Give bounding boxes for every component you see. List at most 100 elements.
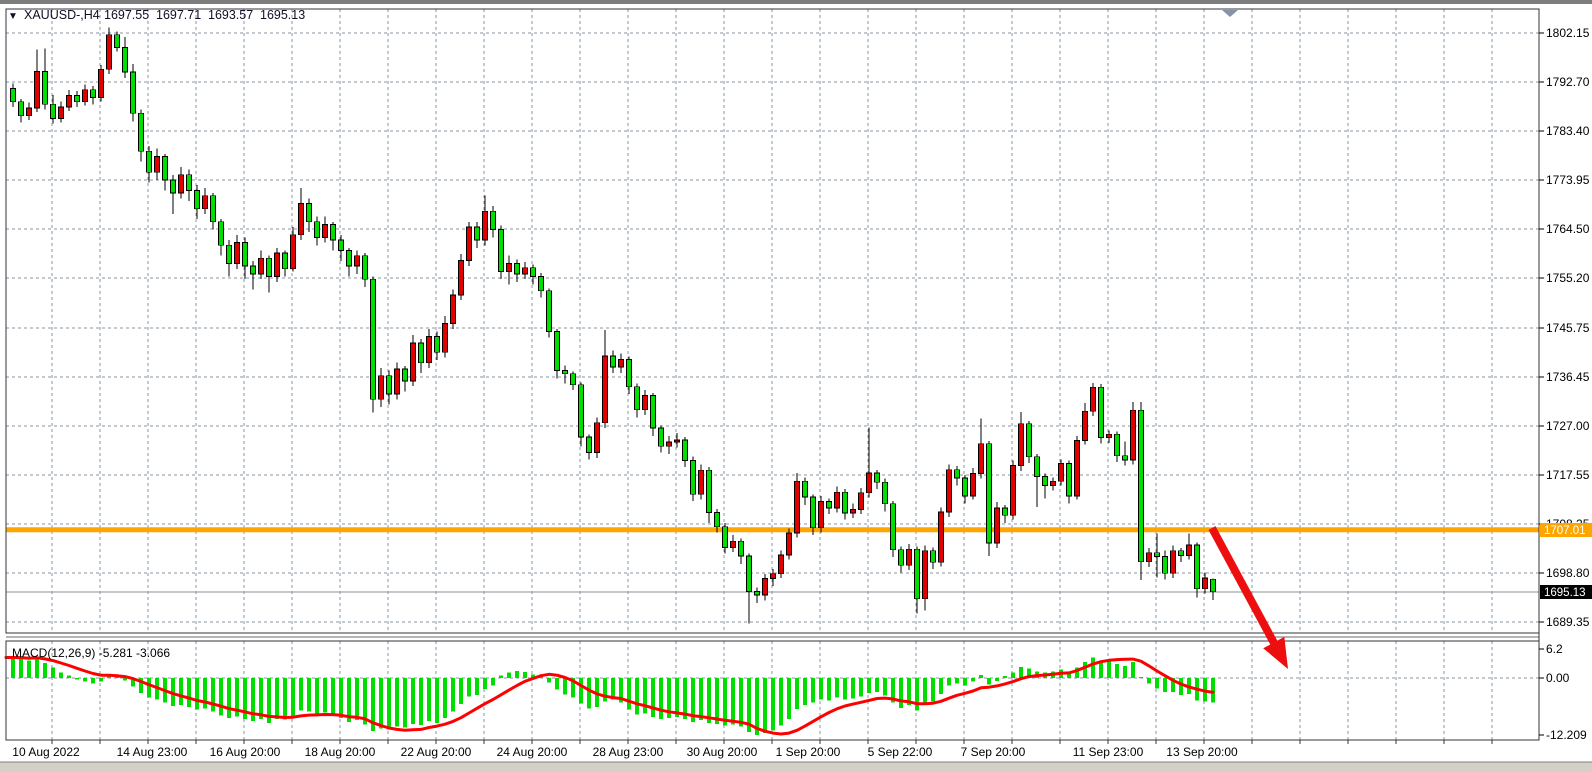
macd-indicator-label: MACD(12,26,9) -5.281 -3.066 [12, 646, 170, 660]
candle-down [562, 370, 568, 375]
price-axis-label: 1727.00 [1546, 419, 1590, 433]
candle-up [178, 174, 184, 194]
candle-down [210, 195, 216, 223]
candle-down [218, 221, 224, 246]
candle-down [626, 359, 632, 388]
candle-up [290, 234, 296, 270]
trend-arrow-annotation[interactable] [1208, 526, 1288, 669]
macd-histogram-bar [475, 678, 479, 695]
macd-histogram-bar [923, 678, 927, 705]
candle-up [922, 550, 928, 600]
macd-histogram-bar [667, 678, 671, 719]
candle-down [10, 88, 16, 103]
macd-histogram-bar [507, 672, 511, 678]
macd-histogram-bar [907, 678, 911, 706]
macd-histogram-bar [131, 678, 135, 687]
macd-histogram-bar [331, 678, 335, 716]
macd-histogram-bar [379, 678, 383, 729]
macd-histogram-bar [363, 678, 367, 725]
collapse-triangle-icon[interactable]: ▼ [8, 11, 18, 22]
candle-down [50, 103, 56, 119]
macd-histogram-bar [899, 678, 903, 708]
macd-histogram-bar [139, 678, 143, 693]
macd-histogram-bar [995, 678, 999, 681]
candle-up [410, 342, 416, 382]
time-axis-label: 10 Aug 2022 [12, 745, 80, 759]
chart-shift-marker-icon[interactable] [1222, 10, 1238, 17]
macd-histogram-bar [427, 678, 431, 721]
candle-down [706, 469, 712, 514]
price-axis[interactable]: 1802.15 1792.70 1783.40 1773.95 1764.50 1755.… [1539, 26, 1590, 742]
macd-histogram-bar [115, 677, 119, 679]
macd-histogram-bar [515, 670, 519, 678]
candle-down [538, 276, 544, 292]
candle-down [226, 244, 232, 264]
candle-up [786, 532, 792, 556]
candle-down [890, 503, 896, 551]
macd-histogram-bar [1099, 660, 1103, 678]
candle-down [170, 179, 176, 194]
candle-up [794, 480, 800, 534]
candle-down [658, 427, 664, 447]
candle-down [1098, 386, 1104, 438]
macd-histogram-bar [323, 678, 327, 713]
macd-histogram-bar [275, 678, 279, 720]
time-axis-label: 11 Sep 23:00 [1073, 745, 1144, 759]
candle-up [618, 359, 624, 368]
candle-up [834, 491, 840, 509]
macd-histogram-bar [715, 678, 719, 724]
candle-up [1202, 577, 1208, 590]
macd-histogram-bar [1155, 678, 1159, 689]
macd-histogram-bar [531, 674, 535, 678]
candle-down [578, 384, 584, 438]
time-axis-label: 14 Aug 23:00 [117, 745, 188, 759]
candle-up [1082, 410, 1088, 441]
macd-histogram-bar [451, 678, 455, 712]
macd-histogram-bar [211, 678, 215, 712]
candle-up [1130, 409, 1136, 461]
candle-up [1010, 465, 1016, 516]
time-axis[interactable]: 10 Aug 2022 14 Aug 23:00 16 Aug 20:00 18 Au… [12, 745, 1238, 759]
candle-down [114, 34, 120, 48]
candle-down [1002, 507, 1008, 516]
macd-histogram-bar [603, 678, 607, 702]
candle-down [242, 242, 248, 267]
candle-down [18, 101, 24, 117]
time-axis-label: 5 Sep 22:00 [868, 745, 933, 759]
time-axis-label: 18 Aug 20:00 [305, 745, 376, 759]
ohlc-low-value: 1693.57 [208, 8, 253, 22]
price-axis-label: 1736.45 [1546, 370, 1590, 384]
macd-histogram-bar [619, 678, 623, 703]
current-price-label: 1695.13 [1544, 587, 1586, 599]
candle-up [978, 443, 984, 474]
candle-down [282, 252, 288, 270]
ohlc-close-value: 1695.13 [260, 8, 305, 22]
candle-up [1050, 480, 1056, 486]
macd-histogram-bar [1011, 672, 1015, 678]
candle-down [250, 265, 256, 275]
time-axis-label: 24 Aug 20:00 [497, 745, 568, 759]
candle-up [458, 260, 464, 296]
macd-histogram-bar [1019, 666, 1023, 678]
macd-histogram-bar [963, 678, 967, 686]
candle-down [1042, 476, 1048, 486]
macd-histogram-bar [67, 675, 71, 678]
macd-histogram-bar [611, 678, 615, 700]
candle-up [58, 106, 64, 119]
macd-histogram-bar [915, 678, 919, 711]
candle-up [442, 323, 448, 353]
macd-histogram-bar [339, 678, 343, 719]
macd-histogram-bar [555, 678, 559, 690]
macd-histogram-bar [1211, 678, 1215, 703]
macd-axis-label: -12.209 [1546, 728, 1587, 742]
macd-histogram-bar [91, 678, 95, 684]
macd-histogram-bar [499, 675, 503, 678]
candle-down [362, 255, 368, 280]
macd-histogram-bar [651, 678, 655, 718]
macd-histogram-bar [931, 678, 935, 702]
candle-down [130, 71, 136, 114]
candle-up [450, 294, 456, 324]
candle-down [682, 439, 688, 461]
